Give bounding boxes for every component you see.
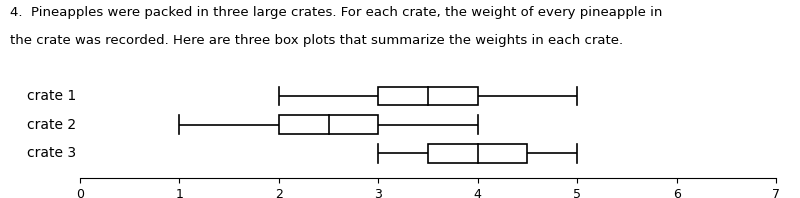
Bar (279, 115, 378, 134)
Text: crate 1: crate 1 (27, 89, 77, 103)
Text: crate 3: crate 3 (27, 147, 77, 161)
Text: crate 2: crate 2 (27, 118, 77, 132)
Bar (428, 144, 527, 163)
Bar (378, 87, 478, 105)
Text: the crate was recorded. Here are three box plots that summarize the weights in e: the crate was recorded. Here are three b… (10, 34, 622, 47)
Text: 4.  Pineapples were packed in three large crates. For each crate, the weight of : 4. Pineapples were packed in three large… (10, 6, 662, 19)
